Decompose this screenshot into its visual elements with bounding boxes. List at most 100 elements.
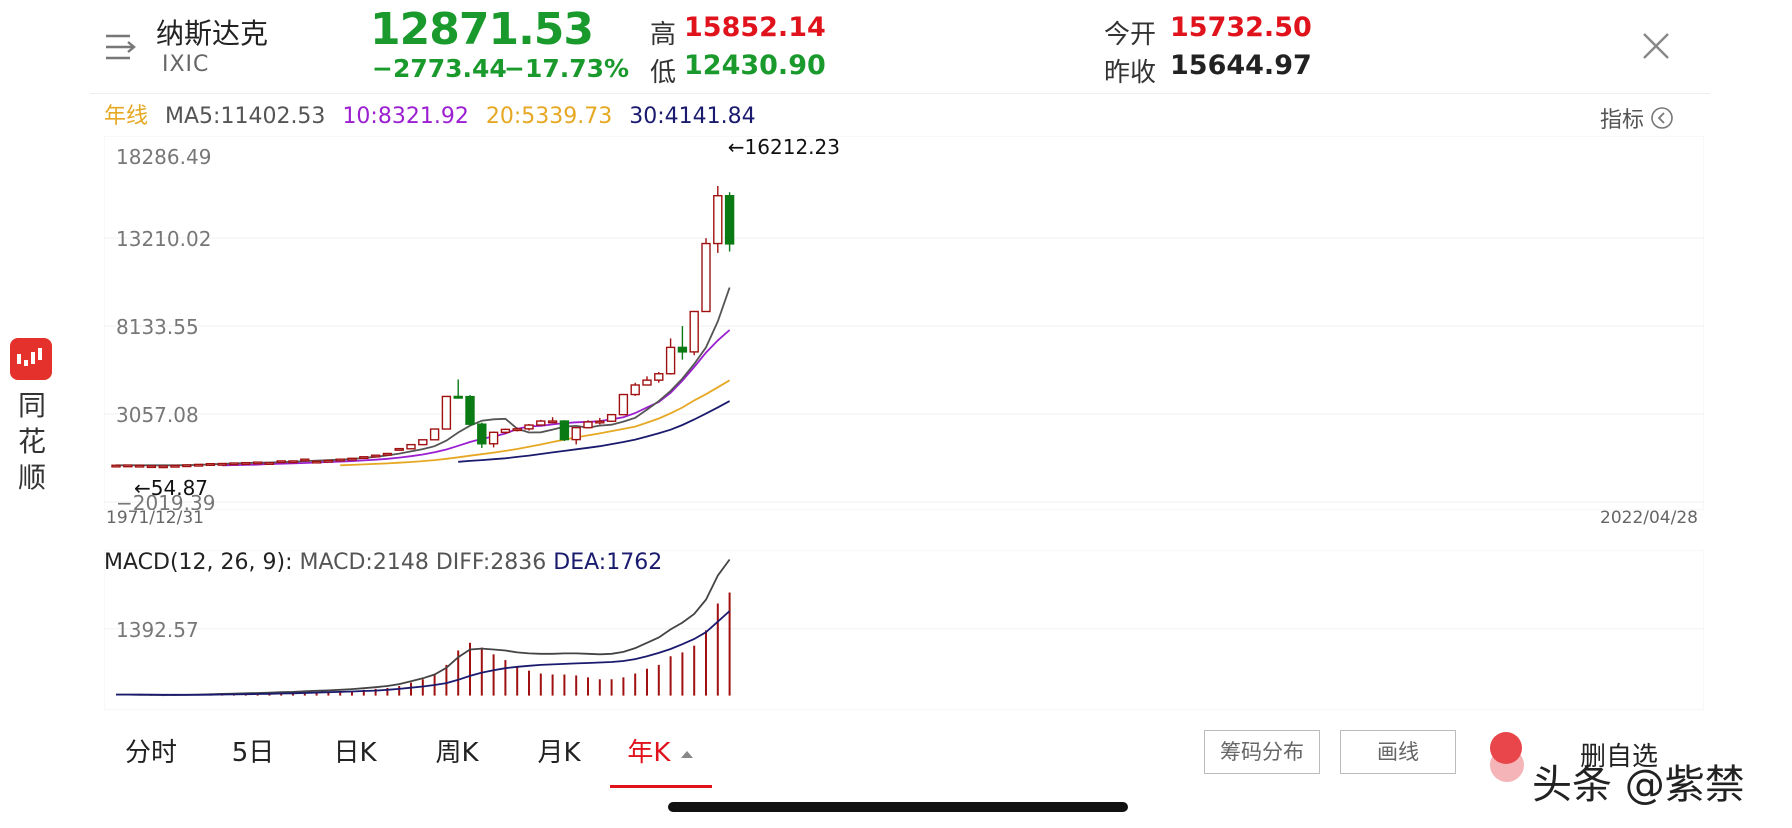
candle [111,464,121,468]
high-label: 高 [650,20,677,50]
ma-legend: 年线 MA5:11402.53 10:8321.92 20:5339.73 30… [104,98,766,130]
candle [311,460,322,464]
candle [323,459,334,463]
tab-intraday[interactable]: 分时 [124,738,177,768]
candle [689,310,699,356]
candle [300,458,310,462]
candle [229,462,239,466]
y-tick-label: 8133.55 [116,315,199,339]
candle [276,460,286,464]
high-value: 15852.14 [684,12,826,43]
low-value: 12430.90 [684,50,826,81]
ma30-line [458,400,731,463]
candle [606,413,617,422]
candle [713,185,723,253]
candle [134,464,145,468]
candle [429,428,440,441]
min-price-label: ←54.87 [134,476,208,500]
side-app-tongHuaShun[interactable]: 同 花 顺 [10,338,54,496]
tab-5day[interactable]: 5日 [231,738,275,768]
ma20-line [340,379,731,467]
candle [630,382,640,396]
y-tick-label: 18286.49 [116,145,211,169]
prev-close-label: 昨收 [1104,58,1157,88]
diff-value: DIFF:2836 [435,550,547,575]
tab-yearly-k-label: 年K [627,738,671,768]
period-tabs: 分时 5日 日K 周K 月K 年K [100,728,712,788]
ma30-legend: 30:4141.84 [629,104,756,129]
candle [146,465,157,469]
candle [618,393,629,416]
candle [595,417,605,425]
prev-close-value: 15644.97 [1170,50,1312,81]
remove-favorite-button[interactable]: 删自选 [1580,742,1659,772]
tab-weekly-k[interactable]: 周K [435,738,479,768]
chevron-left-circle-icon [1651,107,1673,129]
stock-code: IXIC [162,52,210,77]
open-label: 今开 [1104,20,1157,50]
candle [347,457,357,461]
candle [182,464,192,468]
macd-chart[interactable]: 1392.57 [104,550,1704,710]
candle [677,326,688,360]
candle [488,431,499,448]
candle [642,376,652,386]
candle [441,395,452,430]
indicator-label: 指标 [1600,108,1645,133]
end-date: 2022/04/28 [1600,508,1698,528]
watermark: 头条 @紫禁 [1532,762,1745,808]
candle [193,463,204,467]
tab-daily-k[interactable]: 日K [333,738,377,768]
stock-name: 纳斯达克 [156,17,269,50]
ma-period: 年线 [104,104,149,129]
side-app-label-2: 花 [17,425,46,458]
macd-title: MACD(12, 26, 9): [104,550,293,575]
price-change: −2773.44 [372,54,507,83]
candle [418,439,428,446]
candle [394,447,404,451]
candle [536,419,546,426]
candle [217,462,227,466]
current-price: 12871.53 [370,4,594,55]
caret-up-icon [680,750,693,758]
candle [370,454,381,458]
candle [382,452,393,456]
indicator-button[interactable]: 指标 [1600,102,1674,134]
close-icon[interactable] [1640,30,1672,62]
draw-line-button[interactable]: 画线 [1340,730,1456,774]
candle [406,443,416,450]
y-tick-label: 3057.08 [116,403,199,427]
ma10-legend: 10:8321.92 [342,104,469,129]
dea-line [116,610,731,696]
list-arrow-icon[interactable] [104,30,140,64]
ma10-line [222,329,731,467]
app-logo-icon [10,338,52,380]
candle [335,458,345,462]
candle [512,427,522,432]
candle [500,428,511,435]
candle [571,426,581,445]
macd-y-tick: 1392.57 [116,618,199,642]
candle [665,338,676,375]
candle [524,424,534,431]
side-app-label-3: 顺 [17,461,46,494]
diff-line [116,558,731,696]
home-indicator[interactable] [668,802,1128,812]
candle [701,238,711,313]
candle [158,465,168,469]
price-change-pct: −17.73% [504,54,630,83]
header-divider [90,93,1710,94]
candle [359,456,369,460]
open-value: 15732.50 [1170,12,1312,43]
tab-monthly-k[interactable]: 月K [537,738,581,768]
tab-yearly-k[interactable]: 年K [610,728,712,788]
start-date: 1971/12/31 [106,508,204,528]
candle [170,464,180,468]
candle [241,461,251,465]
max-price-label: ←16212.23 [728,136,840,159]
chip-distribution-button[interactable]: 筹码分布 [1204,730,1320,774]
candlestick-chart[interactable]: 18286.49 13210.02 8133.55 3057.08 −2019.39 ←1… [104,136,1704,510]
y-tick-label: 13210.02 [116,227,211,251]
ma5-legend: MA5:11402.53 [165,104,326,129]
floating-dot[interactable] [1490,732,1522,764]
